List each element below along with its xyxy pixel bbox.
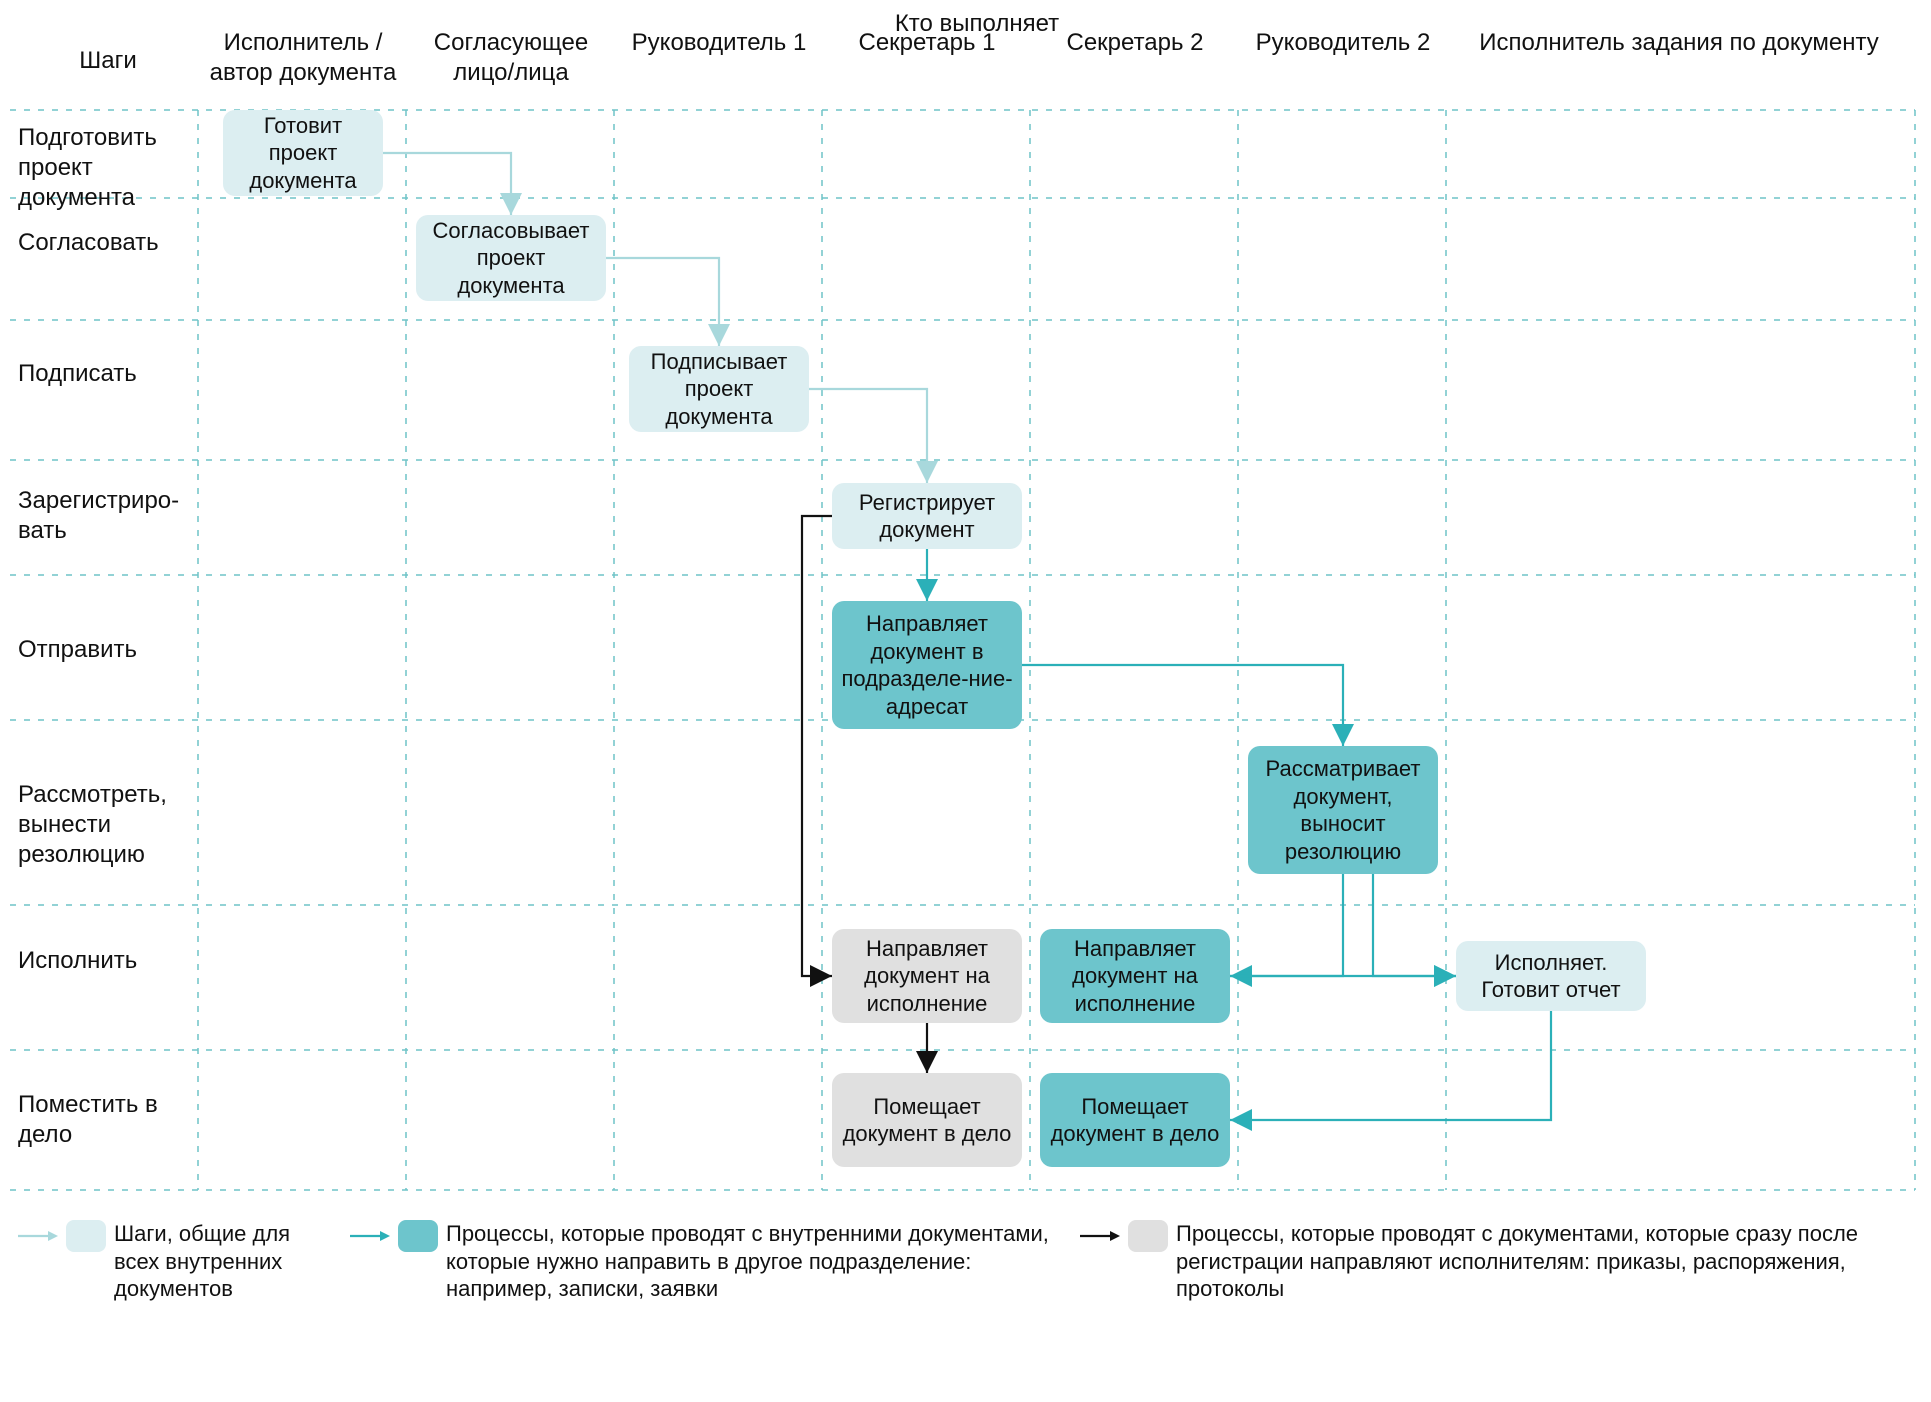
legend-item-1: Процессы, которые проводят с внутренними…: [350, 1220, 1050, 1303]
row-header-2: Подписать: [18, 359, 194, 389]
node-n8b: Помещает документ в дело: [1040, 1073, 1230, 1167]
row-header-5: Рассмотреть, вынести резолюцию: [18, 780, 194, 870]
col-header-3: Руководитель 1: [616, 28, 822, 58]
node-n7a: Направляет документ на исполнение: [832, 929, 1022, 1023]
row-header-3: Зарегистриро-вать: [18, 486, 194, 546]
node-n4: Регистрирует документ: [832, 483, 1022, 549]
row-header-7: Поместить в дело: [18, 1090, 194, 1150]
row-header-6: Исполнить: [18, 946, 194, 976]
node-n1: Готовит проект документа: [223, 110, 383, 196]
col-header-0: Шаги: [18, 46, 198, 76]
row-header-0: Подготовить проект документа: [18, 123, 194, 213]
node-n5: Направляет документ в подразделе-ние-адр…: [832, 601, 1022, 729]
col-header-1: Исполнитель / автор документа: [200, 28, 406, 88]
node-n3: Подписывает проект документа: [629, 346, 809, 432]
col-header-7: Исполнитель задания по документу: [1448, 28, 1910, 58]
diagram-container: Кто выполняетШагиИсполнитель / автор док…: [10, 10, 1921, 1392]
legend-item-2: Процессы, которые проводят с документами…: [1080, 1220, 1910, 1303]
col-header-2: Согласующее лицо/лица: [408, 28, 614, 88]
legend-arrow-icon: [350, 1226, 390, 1246]
node-n8a: Помещает документ в дело: [832, 1073, 1022, 1167]
legend-item-0: Шаги, общие для всех внутренних документ…: [18, 1220, 328, 1303]
col-header-5: Секретарь 2: [1032, 28, 1238, 58]
node-n7b: Направляет документ на исполнение: [1040, 929, 1230, 1023]
col-header-4: Секретарь 1: [824, 28, 1030, 58]
legend-arrow-icon: [1080, 1226, 1120, 1246]
node-n7c: Исполняет. Готовит отчет: [1456, 941, 1646, 1011]
node-n2: Согласовывает проект документа: [416, 215, 606, 301]
legend-arrow-icon: [18, 1226, 58, 1246]
col-header-6: Руководитель 2: [1240, 28, 1446, 58]
legend-text: Шаги, общие для всех внутренних документ…: [114, 1220, 328, 1303]
legend-swatch: [66, 1220, 106, 1252]
row-header-4: Отправить: [18, 635, 194, 665]
legend-swatch: [398, 1220, 438, 1252]
legend-swatch: [1128, 1220, 1168, 1252]
legend-text: Процессы, которые проводят с внутренними…: [446, 1220, 1050, 1303]
node-n6: Рассматривает документ, выносит резолюци…: [1248, 746, 1438, 874]
legend-text: Процессы, которые проводят с документами…: [1176, 1220, 1910, 1303]
row-header-1: Согласовать: [18, 228, 194, 258]
